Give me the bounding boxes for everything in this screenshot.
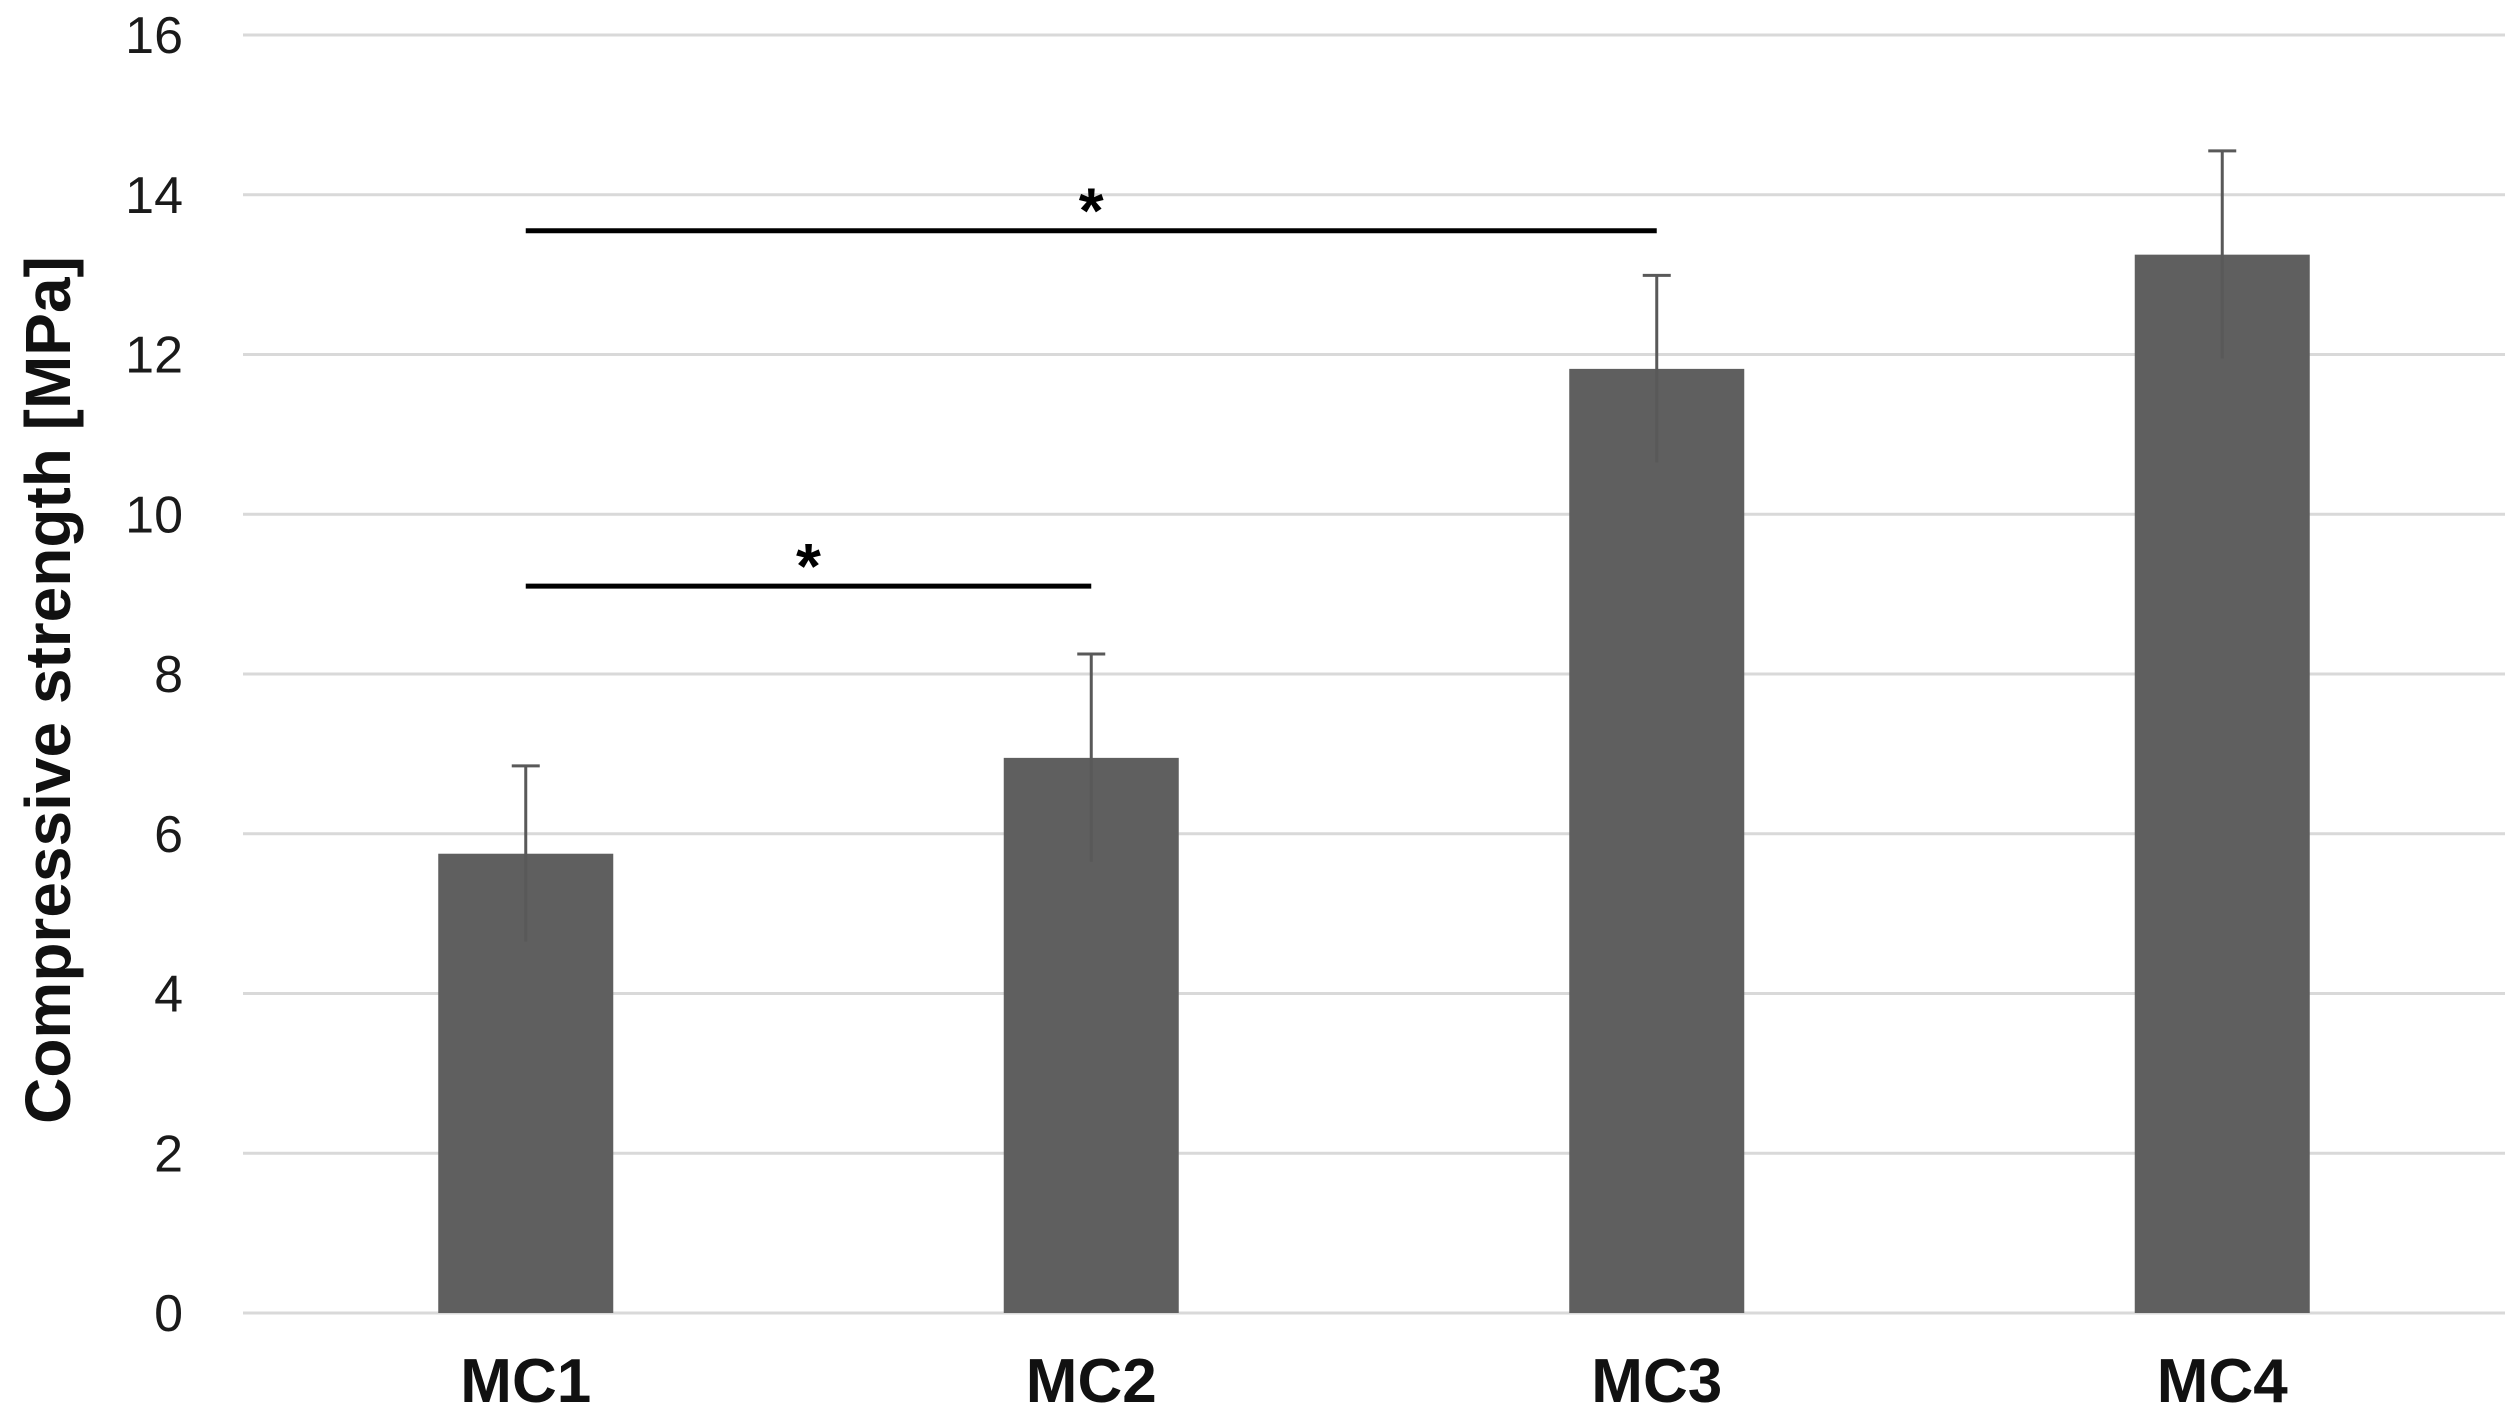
significance-star-2: * xyxy=(1079,175,1104,247)
y-tick-label-16: 16 xyxy=(125,7,183,65)
y-tick-label-6: 6 xyxy=(154,806,183,864)
x-tick-label-mc2: MC2 xyxy=(1026,1347,1157,1416)
y-tick-label-8: 8 xyxy=(154,646,183,704)
y-tick-label-12: 12 xyxy=(125,327,183,385)
y-tick-label-10: 10 xyxy=(125,486,183,544)
y-tick-label-4: 4 xyxy=(154,966,183,1024)
gridlines xyxy=(243,33,2505,1315)
significance-star-1: * xyxy=(796,530,821,602)
y-tick-label-14: 14 xyxy=(125,167,183,225)
x-tick-label-mc1: MC1 xyxy=(460,1347,591,1416)
error-bars xyxy=(511,149,2237,942)
bar-mc4 xyxy=(2134,254,2310,1313)
y-tick-label-0: 0 xyxy=(154,1285,183,1343)
y-tick-labels: 0 2 4 6 8 10 12 14 16 xyxy=(125,7,183,1343)
x-tick-labels: MC1 MC2 MC3 MC4 xyxy=(460,1347,2288,1416)
y-axis-title: Compressive strength [MPa] xyxy=(12,256,84,1124)
y-tick-label-2: 2 xyxy=(154,1125,183,1183)
x-tick-label-mc3: MC3 xyxy=(1591,1347,1722,1416)
significance-brackets: ** xyxy=(525,175,1657,602)
bar-mc3 xyxy=(1569,368,1745,1313)
x-tick-label-mc4: MC4 xyxy=(2157,1347,2288,1416)
